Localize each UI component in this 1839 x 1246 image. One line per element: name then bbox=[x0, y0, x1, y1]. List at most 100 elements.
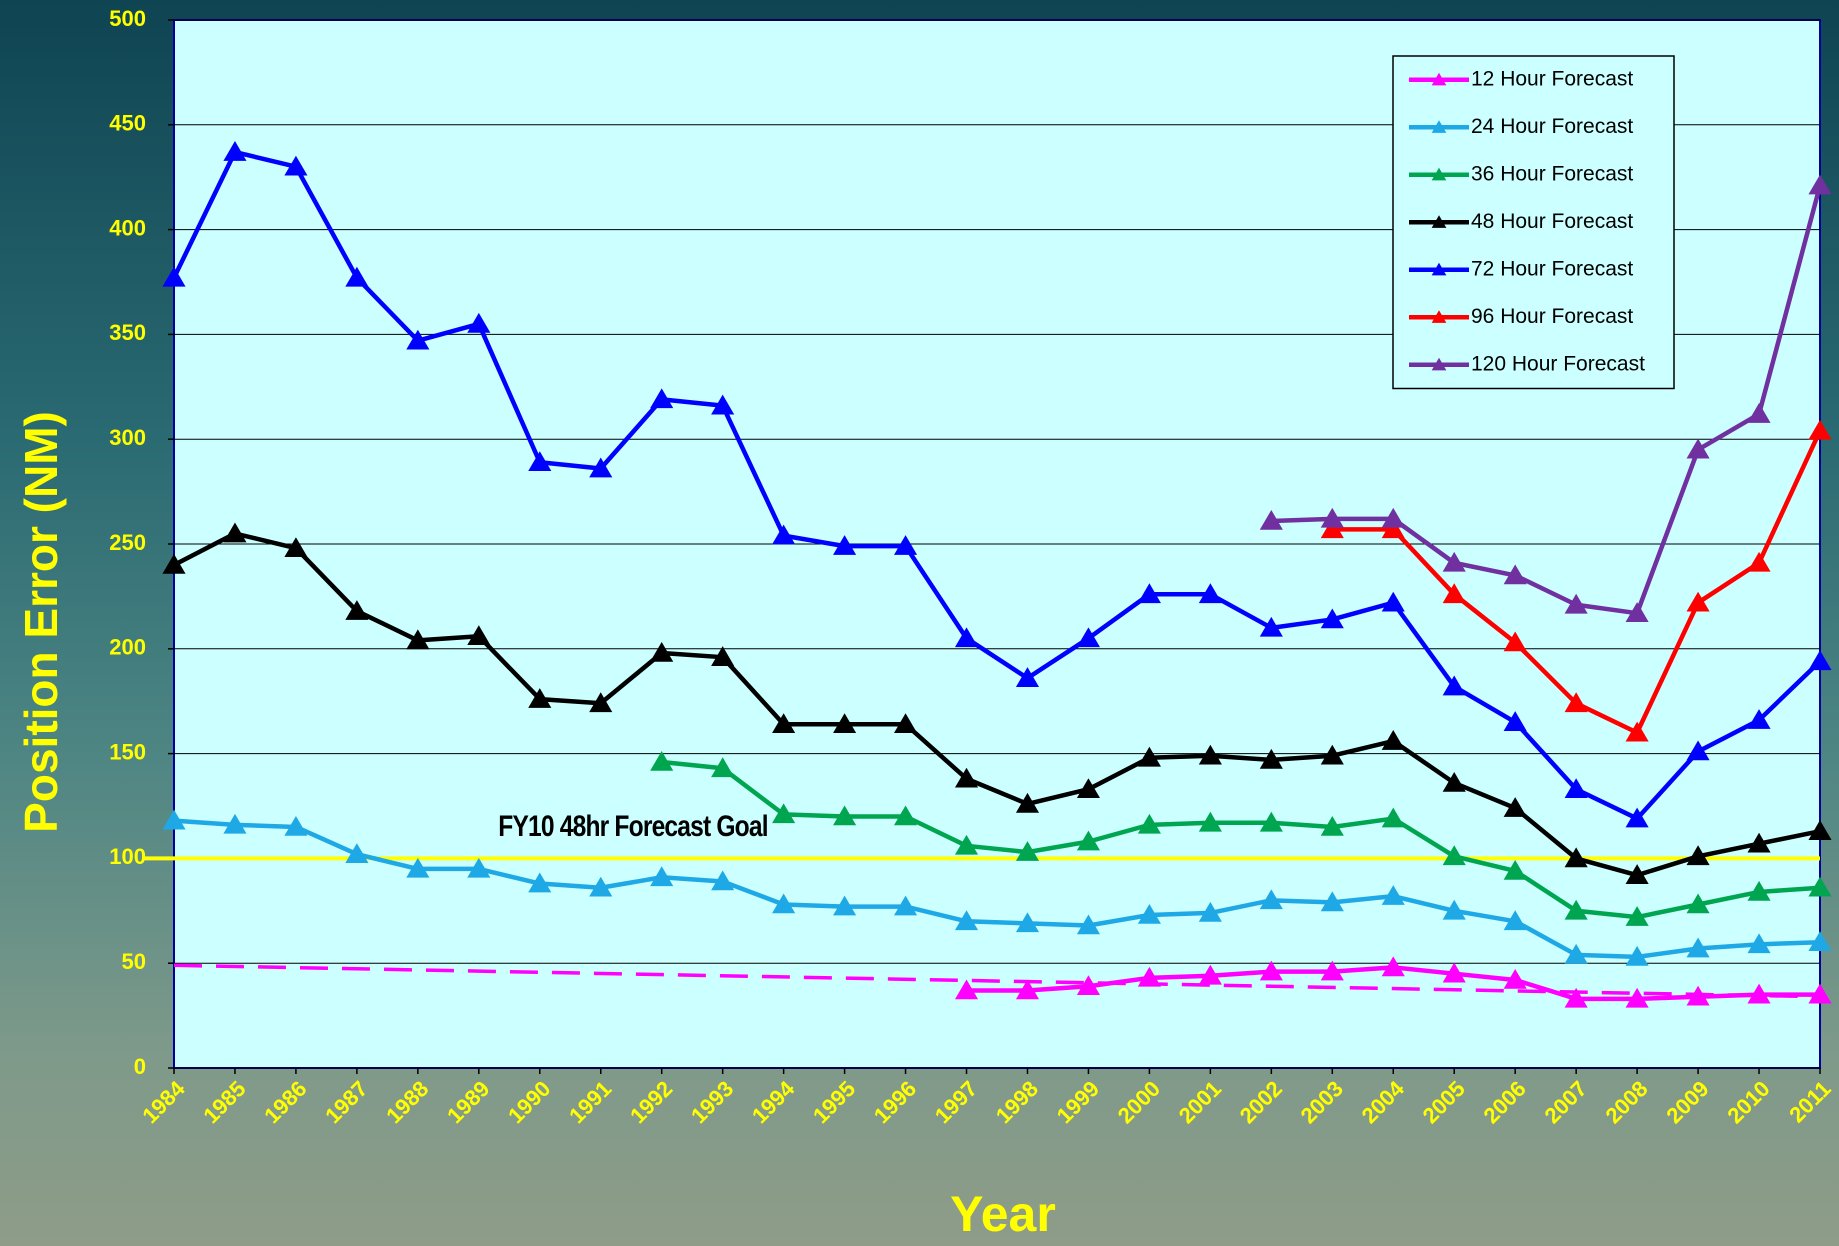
marker bbox=[1320, 518, 1344, 539]
marker bbox=[1442, 551, 1466, 572]
marker bbox=[1381, 730, 1405, 750]
marker bbox=[589, 876, 613, 897]
marker bbox=[1076, 627, 1100, 648]
marker bbox=[954, 910, 979, 931]
marker bbox=[1747, 551, 1771, 572]
x-tick-label: 1994 bbox=[747, 1075, 800, 1128]
x-tick-label: 1989 bbox=[442, 1076, 494, 1128]
series-line bbox=[661, 759, 1821, 920]
marker bbox=[284, 537, 308, 557]
marker bbox=[162, 809, 186, 830]
marker bbox=[1686, 845, 1710, 866]
marker bbox=[1564, 899, 1588, 920]
marker bbox=[1808, 820, 1832, 840]
marker bbox=[1564, 692, 1588, 713]
y-tick-label: 150 bbox=[109, 739, 146, 764]
marker bbox=[1686, 591, 1710, 612]
marker bbox=[1381, 518, 1405, 539]
marker bbox=[1503, 910, 1527, 931]
marker bbox=[345, 843, 369, 864]
x-tick-label: 1988 bbox=[381, 1076, 433, 1128]
marker bbox=[833, 535, 857, 555]
marker bbox=[1320, 815, 1344, 836]
y-tick-label: 200 bbox=[109, 635, 146, 660]
marker bbox=[1808, 419, 1832, 440]
marker bbox=[1137, 746, 1161, 767]
marker bbox=[1137, 903, 1161, 924]
y-tick-label: 400 bbox=[109, 215, 146, 240]
marker bbox=[528, 451, 552, 472]
marker bbox=[223, 813, 247, 834]
y-tick-label: 0 bbox=[134, 1054, 146, 1079]
marker bbox=[711, 394, 735, 415]
marker bbox=[833, 713, 857, 734]
marker bbox=[954, 834, 979, 855]
marker bbox=[1747, 983, 1771, 1004]
marker bbox=[1320, 891, 1344, 912]
marker bbox=[1076, 975, 1100, 996]
marker bbox=[1015, 667, 1040, 687]
marker bbox=[1259, 616, 1283, 637]
x-tick-label: 1990 bbox=[503, 1076, 555, 1128]
marker bbox=[467, 857, 491, 878]
marker bbox=[833, 895, 857, 916]
marker bbox=[467, 625, 491, 646]
marker bbox=[1564, 847, 1588, 868]
marker bbox=[162, 553, 186, 574]
x-tick-label: 1992 bbox=[625, 1076, 677, 1128]
marker bbox=[1503, 631, 1527, 652]
marker bbox=[1442, 675, 1466, 696]
marker bbox=[1198, 901, 1222, 922]
x-tick-label: 2010 bbox=[1722, 1076, 1774, 1128]
marker bbox=[1198, 583, 1222, 604]
y-axis-label: Position Error (NM) bbox=[15, 411, 67, 833]
marker bbox=[1259, 748, 1283, 769]
marker bbox=[1808, 650, 1832, 671]
series-line bbox=[1271, 185, 1823, 616]
x-tick-label: 1999 bbox=[1052, 1076, 1104, 1128]
marker bbox=[1564, 943, 1588, 964]
x-tick-label: 1986 bbox=[259, 1076, 311, 1128]
x-tick-label: 2007 bbox=[1540, 1076, 1592, 1128]
marker bbox=[1686, 893, 1710, 914]
marker bbox=[894, 535, 918, 555]
x-tick-label: 2000 bbox=[1113, 1076, 1165, 1128]
marker bbox=[894, 895, 918, 916]
y-tick-label: 250 bbox=[109, 530, 146, 555]
marker bbox=[1503, 797, 1527, 817]
x-tick-label: 1997 bbox=[930, 1076, 982, 1128]
marker bbox=[894, 713, 918, 734]
marker bbox=[1381, 956, 1405, 977]
marker bbox=[1503, 968, 1527, 989]
marker bbox=[1198, 964, 1222, 985]
marker bbox=[1564, 987, 1588, 1008]
marker bbox=[345, 266, 369, 287]
marker bbox=[1137, 966, 1161, 987]
marker bbox=[1015, 912, 1040, 933]
legend-label: 96 Hour Forecast bbox=[1471, 305, 1633, 328]
marker bbox=[650, 750, 674, 771]
marker bbox=[1686, 740, 1710, 761]
marker bbox=[1320, 507, 1344, 528]
marker bbox=[589, 692, 613, 713]
marker bbox=[162, 266, 186, 287]
marker bbox=[1442, 771, 1466, 792]
marker bbox=[1137, 813, 1161, 834]
marker bbox=[1808, 931, 1832, 952]
x-tick-label: 1995 bbox=[808, 1076, 860, 1128]
y-tick-label: 450 bbox=[109, 111, 146, 136]
marker bbox=[1564, 593, 1588, 614]
marker bbox=[833, 805, 857, 826]
marker bbox=[650, 641, 674, 662]
marker bbox=[1625, 602, 1649, 622]
x-tick-label: 2006 bbox=[1479, 1076, 1531, 1128]
series-line bbox=[171, 149, 1822, 821]
marker bbox=[1320, 744, 1344, 765]
marker bbox=[467, 312, 491, 333]
legend-marker bbox=[1431, 357, 1447, 371]
marker bbox=[772, 524, 796, 545]
x-tick-label: 2011 bbox=[1784, 1076, 1835, 1127]
marker bbox=[1137, 583, 1161, 604]
marker bbox=[1503, 859, 1527, 880]
marker bbox=[284, 155, 308, 176]
